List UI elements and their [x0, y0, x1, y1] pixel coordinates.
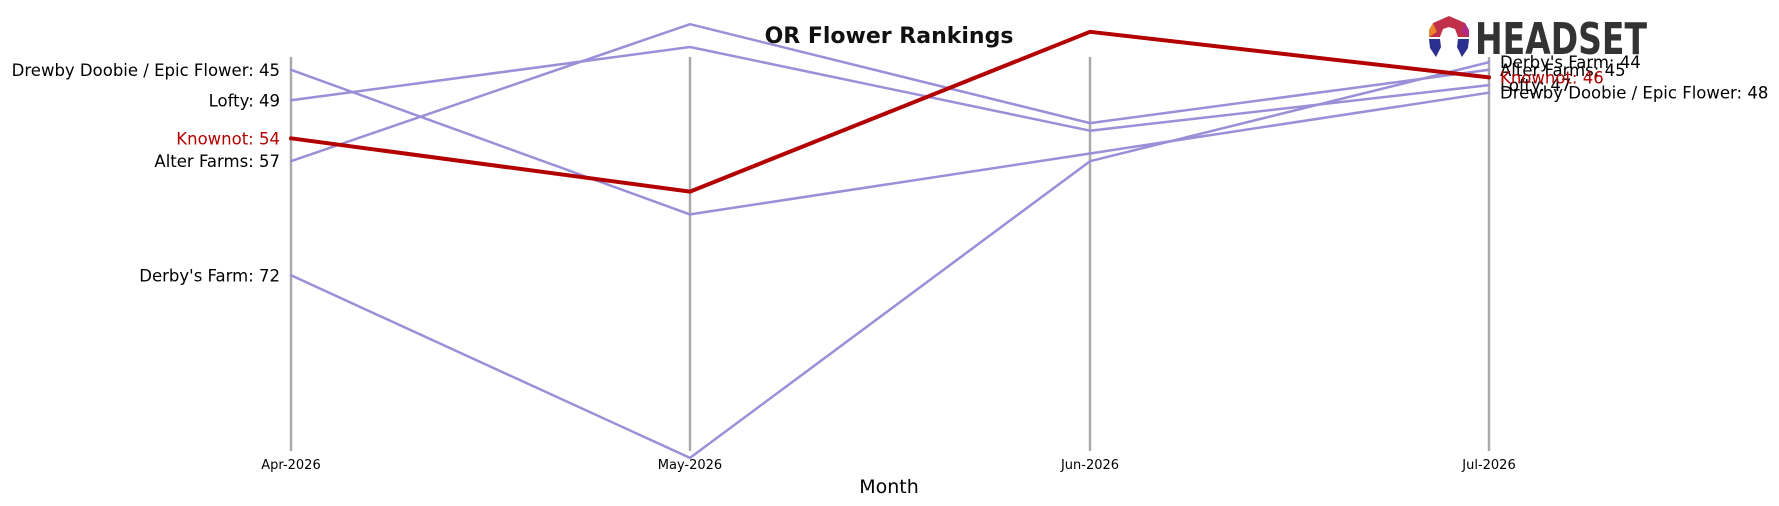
- start-label-derby-s-farm: Derby's Farm: 72: [139, 266, 280, 285]
- series-line-lofty: [289, 45, 1491, 132]
- series-line-alter-farms: [289, 22, 1491, 163]
- x-tick-may-2026: May-2026: [658, 458, 722, 473]
- x-axis-label: Month: [859, 476, 919, 498]
- start-label-lofty: Lofty: 49: [209, 91, 280, 110]
- x-tick-jul-2026: Jul-2026: [1461, 458, 1515, 473]
- end-label-knownot: Knownot: 46: [1500, 68, 1604, 87]
- series-lines: [289, 22, 1491, 460]
- end-label-alter-farms: Alter Farms: 45: [1500, 61, 1626, 80]
- start-label-knownot: Knownot: 54: [176, 129, 280, 148]
- x-tick-jun-2026: Jun-2026: [1060, 458, 1119, 473]
- series-line-knownot: [289, 29, 1491, 194]
- series-line-drewby-doobie-epic-flower: [289, 68, 1491, 216]
- chart-title: OR Flower Rankings: [765, 24, 1014, 49]
- x-tick-labels: Apr-2026 May-2026 Jun-2026 Jul-2026: [261, 458, 1515, 473]
- headset-logo-icon: [1429, 16, 1469, 57]
- brand-logo: HEADSET: [1429, 14, 1647, 65]
- end-label-derby-s-farm: Derby's Farm: 44: [1500, 53, 1641, 72]
- brand-logo-text: HEADSET: [1475, 14, 1647, 65]
- start-label-alter-farms: Alter Farms: 57: [154, 152, 280, 171]
- end-label-lofty: Lofty: 47: [1500, 76, 1571, 95]
- start-label-drewby-doobie-epic-flower: Drewby Doobie / Epic Flower: 45: [12, 61, 280, 80]
- month-axis-lines: [289, 57, 1491, 451]
- series-labels: Drewby Doobie / Epic Flower: 45 Drewby Do…: [12, 53, 1769, 285]
- end-label-drewby-doobie-epic-flower: Drewby Doobie / Epic Flower: 48: [1500, 84, 1768, 103]
- x-tick-apr-2026: Apr-2026: [261, 458, 320, 473]
- series-line-derby-s-farm: [289, 60, 1491, 460]
